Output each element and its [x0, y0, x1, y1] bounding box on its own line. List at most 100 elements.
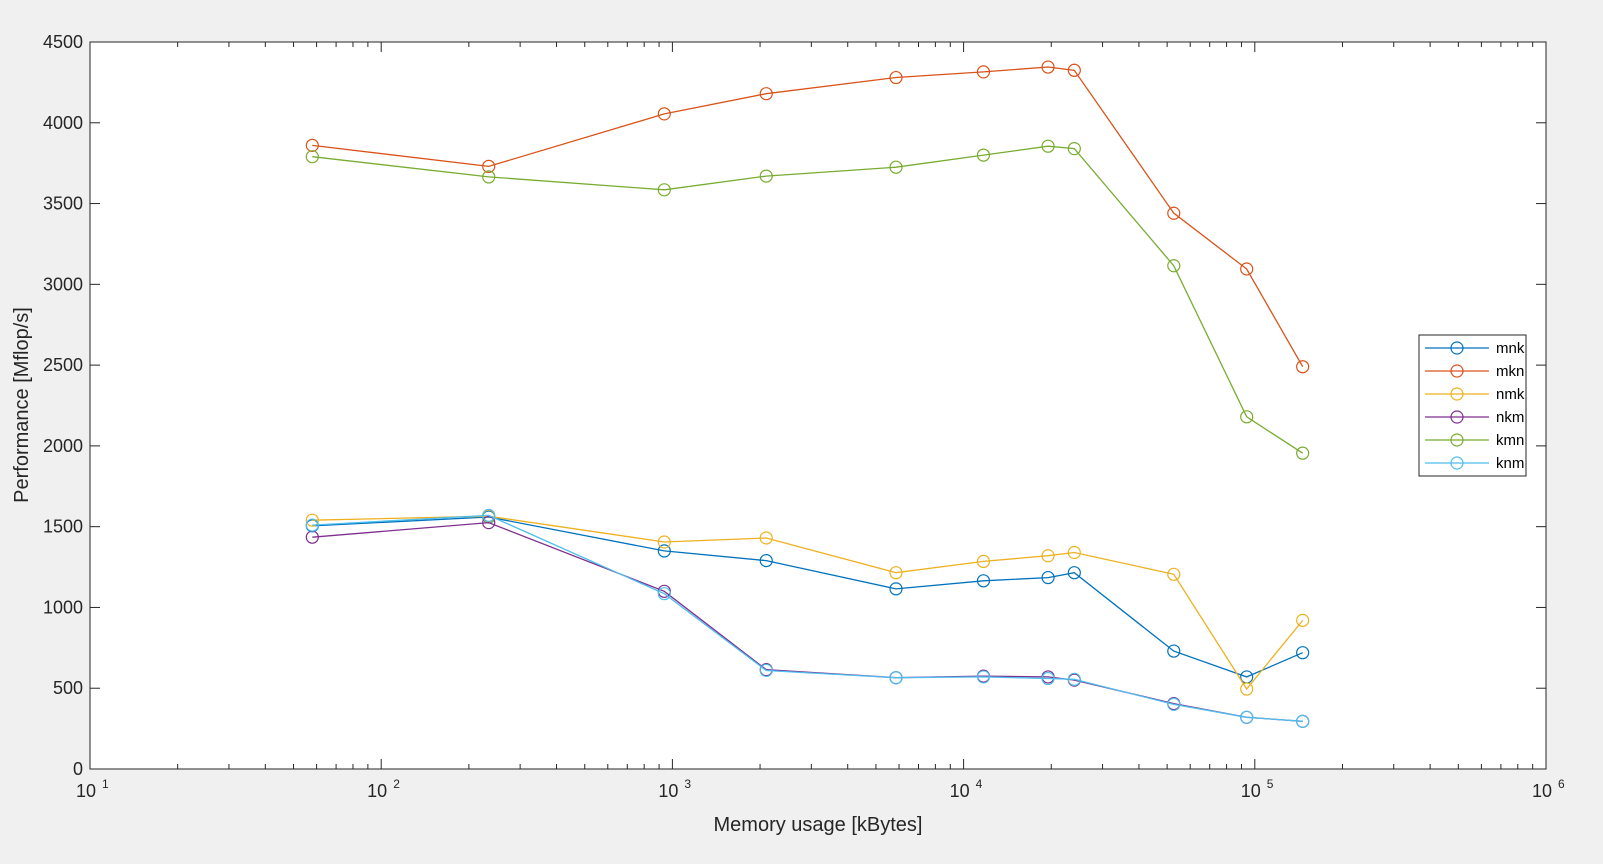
- legend-marker: [1450, 410, 1464, 424]
- legend-label: knm: [1496, 455, 1524, 472]
- legend-marker: [1450, 364, 1464, 378]
- data-point-mkn: [1240, 262, 1254, 276]
- x-tick-label-exponent: 5: [1267, 777, 1274, 791]
- data-point-mkn: [1296, 360, 1310, 374]
- data-point-mkn: [889, 70, 903, 85]
- x-tick-label-exponent: 6: [1558, 777, 1565, 791]
- y-tick-label: 3000: [43, 274, 83, 294]
- data-point-kmn: [759, 169, 773, 183]
- data-point-nmk: [1041, 549, 1055, 563]
- x-tick-label: 10: [1241, 781, 1261, 801]
- y-tick-label: 500: [53, 678, 83, 698]
- x-tick-labels: 10 1 10 2 10 3 10 4 10 5 10 6: [76, 777, 1565, 801]
- legend-box: [1418, 334, 1527, 477]
- legend-marker: [1450, 456, 1464, 470]
- data-point-mkn: [657, 107, 671, 121]
- data-point-kmn: [1167, 259, 1181, 273]
- x-tick-label: 10: [950, 781, 970, 801]
- y-tick-label: 1500: [43, 517, 83, 537]
- data-point-mkn: [759, 87, 773, 101]
- data-point-nmk: [1167, 567, 1181, 581]
- data-point-kmn: [1041, 139, 1055, 153]
- data-point-nmk: [759, 531, 773, 545]
- data-point-knm: [1296, 714, 1310, 728]
- x-tick-label-exponent: 1: [102, 777, 109, 791]
- plot-frame: [89, 41, 1547, 770]
- data-point-nmk: [1240, 682, 1254, 696]
- x-tick-label: 10: [367, 781, 387, 801]
- data-point-mkn: [305, 138, 319, 152]
- data-point-nmk: [976, 554, 991, 569]
- legend-marker: [1450, 341, 1464, 355]
- y-tick-label: 2500: [43, 355, 83, 375]
- series-line-mnk: [312, 516, 1303, 678]
- legend-label: nmk: [1496, 386, 1525, 403]
- legend: mnk mkn nmk nkm kmn knm: [1418, 334, 1527, 477]
- data-point-nmk: [1296, 613, 1310, 627]
- y-tick-label: 4500: [43, 32, 83, 52]
- legend-label: kmn: [1496, 432, 1524, 449]
- data-point-knm: [889, 671, 903, 685]
- data-point-kmn: [1240, 410, 1254, 424]
- series-knm: [305, 508, 1310, 728]
- data-point-knm: [305, 518, 319, 532]
- data-point-nmk: [889, 566, 903, 580]
- data-point-nmk: [305, 513, 319, 527]
- x-tick-label-exponent: 3: [684, 777, 691, 791]
- data-point-mkn: [1167, 206, 1181, 220]
- y-tick-label: 0: [73, 759, 83, 779]
- x-tick-label: 10: [76, 781, 96, 801]
- legend-label: mnk: [1496, 340, 1525, 357]
- data-point-mnk: [976, 574, 991, 588]
- data-point-knm: [1240, 710, 1254, 724]
- data-point-mkn: [976, 65, 991, 79]
- data-point-knm: [976, 670, 991, 684]
- data-point-nkm: [482, 516, 496, 530]
- data-point-knm: [657, 587, 671, 601]
- series-line-nmk: [312, 515, 1304, 691]
- data-point-mkn: [482, 159, 496, 173]
- series-line-mkn: [312, 66, 1304, 368]
- data-point-knm: [1067, 672, 1081, 686]
- series-line-kmn: [312, 145, 1304, 454]
- data-point-nmk: [1067, 545, 1081, 560]
- y-axis-label: Performance [Mflop/s]: [11, 307, 33, 503]
- data-point-kmn: [1067, 142, 1081, 156]
- series-mkn: [305, 60, 1310, 374]
- data-point-kmn: [305, 150, 319, 164]
- x-tick-label: 10: [1532, 781, 1552, 801]
- series-lines: [305, 60, 1310, 728]
- legend-item-nkm: nkm: [1425, 409, 1524, 426]
- plot-area: [90, 42, 1546, 769]
- legend-item-kmn: kmn: [1425, 432, 1524, 449]
- legend-label: nkm: [1496, 409, 1524, 426]
- x-tick-label-exponent: 4: [976, 777, 983, 791]
- x-axis-label: Memory usage [kBytes]: [714, 814, 923, 836]
- data-point-knm: [1041, 671, 1055, 686]
- data-point-kmn: [1296, 446, 1310, 460]
- y-tick-label: 1000: [43, 597, 83, 617]
- legend-item-mkn: mkn: [1425, 363, 1524, 380]
- y-tick-label: 2000: [43, 436, 83, 456]
- series-line-knm: [312, 514, 1303, 722]
- data-point-mnk: [657, 544, 671, 558]
- legend-marker: [1450, 433, 1464, 447]
- series-nmk: [305, 509, 1310, 696]
- data-point-kmn: [482, 170, 496, 184]
- x-tick-label: 10: [658, 781, 678, 801]
- legend-label: mkn: [1496, 363, 1524, 380]
- data-point-kmn: [976, 148, 991, 162]
- data-point-nmk: [657, 535, 671, 549]
- legend-marker: [1450, 387, 1464, 401]
- x-tick-label-exponent: 2: [393, 777, 400, 791]
- axis-ticks: [89, 41, 1547, 770]
- data-point-kmn: [889, 160, 903, 174]
- data-point-mnk: [889, 582, 903, 596]
- data-point-kmn: [657, 183, 671, 197]
- y-tick-label: 4000: [43, 113, 83, 133]
- data-point-mnk: [759, 553, 773, 568]
- legend-item-mnk: mnk: [1425, 340, 1525, 357]
- data-point-mkn: [1041, 60, 1055, 74]
- data-point-knm: [482, 508, 496, 522]
